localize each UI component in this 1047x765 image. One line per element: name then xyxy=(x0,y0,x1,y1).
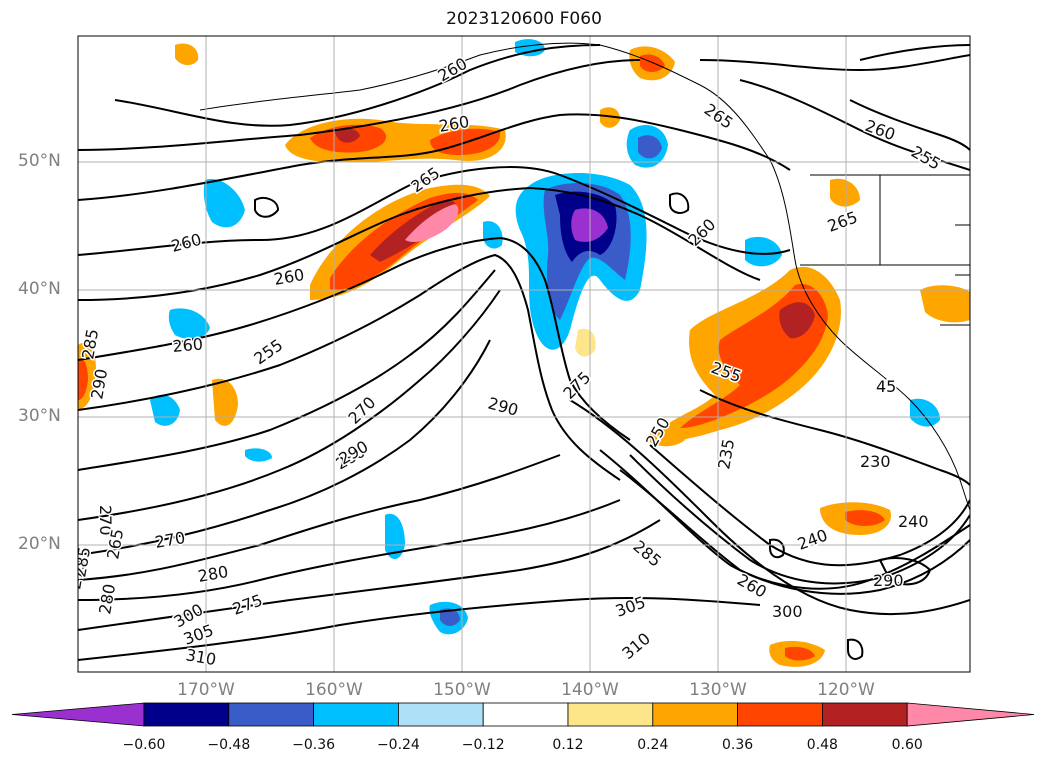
colorbar-tick-label: 0.36 xyxy=(722,737,754,753)
lon-label-170w: 170°W xyxy=(177,680,235,700)
contour-label: 260 xyxy=(169,230,203,256)
coastlines xyxy=(199,42,970,511)
shading-layer xyxy=(78,39,970,667)
colorbar xyxy=(11,702,1035,727)
colorbar-tick-label: −0.36 xyxy=(292,737,336,753)
contour-label: 240 xyxy=(898,512,929,531)
lon-label-150w: 150°W xyxy=(433,680,491,700)
colorbar-segment xyxy=(737,702,823,727)
lon-label-120w: 120°W xyxy=(817,680,875,700)
contour-label: 230 xyxy=(860,452,891,471)
colorbar-tick-label: 0.12 xyxy=(552,737,584,753)
lon-label-140w: 140°W xyxy=(561,680,619,700)
colorbar-segment xyxy=(482,702,569,727)
colorbar-segment xyxy=(906,702,1035,727)
lat-label-20n: 20°N xyxy=(18,534,61,554)
colorbar-segment xyxy=(228,702,315,727)
colorbar-tick-label: −0.48 xyxy=(207,737,251,753)
lon-label-130w: 130°W xyxy=(689,680,747,700)
colorbar-segment xyxy=(11,702,145,727)
lat-label-50n: 50°N xyxy=(18,151,61,171)
contour-label: 270 xyxy=(96,505,115,536)
contour-label: 260 xyxy=(172,334,204,356)
lon-label-160w: 160°W xyxy=(305,680,363,700)
colorbar-segment xyxy=(822,702,908,727)
colorbar-segment xyxy=(397,702,484,727)
colorbar-segment xyxy=(313,702,399,727)
contour-label: 300 xyxy=(772,602,803,621)
colorbar-tick-label: 0.48 xyxy=(806,737,838,753)
colorbar-tick-label: −0.60 xyxy=(122,737,166,753)
lat-label-30n: 30°N xyxy=(18,406,61,426)
colorbar-tick-label: 0.60 xyxy=(891,737,923,753)
colorbar-segment xyxy=(567,702,654,727)
colorbar-segment xyxy=(143,702,230,727)
contour-label: 290 xyxy=(873,571,904,590)
colorbar-tick-label: 0.24 xyxy=(637,737,669,753)
contour-lines xyxy=(78,44,970,661)
map-title: 2023120600 F060 xyxy=(446,9,602,29)
colorbar-tick-label: −0.12 xyxy=(461,737,505,753)
lat-label-40n: 40°N xyxy=(18,279,61,299)
gridlines xyxy=(78,36,970,672)
colorbar-tick-label: −0.24 xyxy=(376,737,420,753)
colorbar-segment xyxy=(652,702,738,727)
contour-label: 45 xyxy=(876,377,896,396)
